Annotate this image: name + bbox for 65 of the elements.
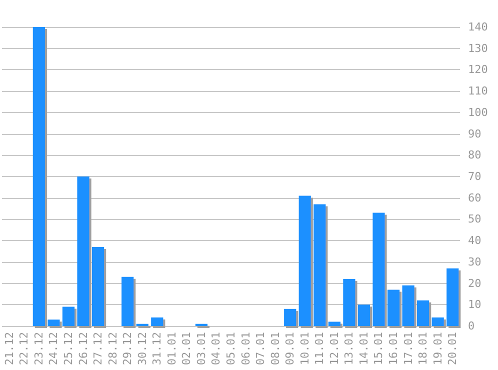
x-tick-label: 28.12 bbox=[106, 332, 120, 366]
x-tick-label: 01.01 bbox=[165, 332, 178, 366]
x-tick-label: 25.12 bbox=[62, 332, 75, 366]
bar bbox=[284, 308, 296, 326]
y-tick-label: 120 bbox=[468, 63, 488, 76]
bar bbox=[77, 176, 90, 326]
x-tick-label: 04.01 bbox=[210, 332, 223, 366]
y-tick-label: 100 bbox=[468, 106, 488, 119]
bar bbox=[446, 268, 459, 326]
x-tick-label: 09.01 bbox=[284, 332, 297, 366]
bar bbox=[387, 290, 400, 326]
bar bbox=[328, 322, 340, 326]
x-tick-label: 02.01 bbox=[180, 332, 194, 366]
y-tick-label: 10 bbox=[468, 298, 482, 312]
x-tick-label: 31.12 bbox=[150, 332, 164, 366]
x-tick-label: 22.12 bbox=[18, 332, 31, 366]
bar bbox=[343, 279, 356, 326]
y-tick-label: 140 bbox=[468, 20, 488, 34]
y-tick-label: 80 bbox=[468, 148, 482, 162]
x-tick-label: 08.01 bbox=[268, 332, 282, 366]
bar bbox=[417, 300, 430, 326]
x-tick-label: 15.01 bbox=[372, 332, 386, 366]
bar bbox=[432, 317, 444, 326]
y-tick-label: 130 bbox=[468, 42, 488, 55]
bar bbox=[402, 285, 414, 326]
x-tick-label: 30.12 bbox=[136, 332, 149, 366]
y-tick-label: 70 bbox=[468, 170, 482, 183]
bar bbox=[122, 276, 134, 326]
x-tick-label: 29.12 bbox=[121, 332, 134, 366]
x-tick-label: 11.01 bbox=[313, 332, 326, 366]
bar bbox=[314, 204, 326, 326]
x-tick-label: 14.01 bbox=[357, 332, 370, 366]
y-tick-label: 20 bbox=[468, 276, 482, 290]
x-tick-label: 21.12 bbox=[2, 332, 16, 366]
bar bbox=[62, 306, 75, 326]
x-tick-label: 06.01 bbox=[239, 332, 252, 366]
y-tick-label: 60 bbox=[468, 191, 482, 204]
y-tick-label: 110 bbox=[468, 84, 488, 98]
y-tick-label: 90 bbox=[468, 127, 482, 140]
x-tick-label: 12.01 bbox=[328, 332, 341, 366]
x-tick-label: 20.01 bbox=[446, 332, 460, 366]
x-tick-label: 05.01 bbox=[224, 332, 238, 366]
bar bbox=[358, 304, 370, 326]
y-tick-label: 50 bbox=[468, 212, 482, 226]
x-tick-label: 27.12 bbox=[92, 332, 105, 366]
bar bbox=[92, 246, 104, 326]
x-tick-label: 16.01 bbox=[387, 332, 400, 366]
bar bbox=[372, 212, 385, 326]
y-tick-label: 0 bbox=[468, 320, 475, 332]
x-tick-label: 03.01 bbox=[194, 332, 208, 366]
bar bbox=[151, 317, 164, 326]
bar bbox=[32, 27, 45, 326]
x-tick-label: 23.12 bbox=[32, 332, 46, 366]
x-tick-label: 10.01 bbox=[298, 332, 312, 366]
x-tick-label: 13.01 bbox=[342, 332, 356, 366]
y-tick-label: 30 bbox=[468, 255, 482, 268]
x-tick-label: 17.01 bbox=[402, 332, 415, 366]
x-tick-label: 24.12 bbox=[47, 332, 60, 366]
x-tick-label: 19.01 bbox=[431, 332, 444, 366]
y-tick-label: 40 bbox=[468, 234, 482, 248]
bar bbox=[48, 320, 60, 326]
x-tick-label: 26.12 bbox=[76, 332, 90, 366]
bar bbox=[298, 196, 311, 326]
x-tick-label: 18.01 bbox=[416, 332, 430, 366]
x-tick-label: 07.01 bbox=[254, 332, 268, 366]
